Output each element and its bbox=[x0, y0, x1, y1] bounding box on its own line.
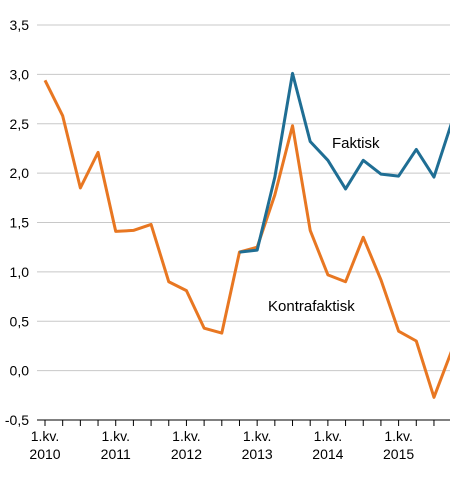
x-tick-label-quarter: 1.kv. bbox=[314, 428, 343, 444]
y-tick-label: 0,5 bbox=[10, 313, 30, 329]
x-tick-label-year: 2014 bbox=[312, 446, 343, 462]
y-tick-label: 2,5 bbox=[10, 116, 30, 132]
x-tick-label-quarter: 1.kv. bbox=[243, 428, 272, 444]
series-label-kontrafaktisk: Kontrafaktisk bbox=[268, 298, 355, 315]
y-tick-label: 1,5 bbox=[10, 215, 30, 231]
x-tick-label-year: 2010 bbox=[29, 446, 60, 462]
series-line-kontrafaktisk bbox=[43, 79, 450, 399]
x-tick-label-year: 2012 bbox=[171, 446, 202, 462]
gridlines bbox=[37, 24, 450, 421]
x-tick-label-quarter: 1.kv. bbox=[101, 428, 130, 444]
y-tick-label: -0,5 bbox=[5, 412, 29, 428]
y-tick-label: 3,5 bbox=[10, 17, 30, 33]
x-tick-label-year: 2011 bbox=[101, 446, 131, 462]
x-tick-label-year: 2013 bbox=[242, 446, 273, 462]
x-axis: 1.kv. 2010 1.kv. 2011 1.kv. 2012 1.kv. 2013 1.kv… bbox=[29, 419, 450, 462]
y-tick-label: 1,0 bbox=[10, 264, 30, 280]
y-tick-label: 2,0 bbox=[10, 165, 30, 181]
y-tick-label: 0,0 bbox=[10, 363, 30, 379]
x-tick-label-quarter: 1.kv. bbox=[384, 428, 413, 444]
series-line-faktisk bbox=[239, 71, 450, 254]
series-label-faktisk: Faktisk bbox=[332, 135, 380, 152]
y-tick-label: 3,0 bbox=[10, 66, 30, 82]
x-tick-label-quarter: 1.kv. bbox=[31, 428, 60, 444]
x-tick-label-quarter: 1.kv. bbox=[172, 428, 201, 444]
y-axis: 3,5 3,0 2,5 2,0 1,5 1,0 0,5 0,0 -0,5 bbox=[5, 17, 29, 428]
x-tick-label-year: 2015 bbox=[383, 446, 414, 462]
series-lines bbox=[43, 71, 450, 399]
